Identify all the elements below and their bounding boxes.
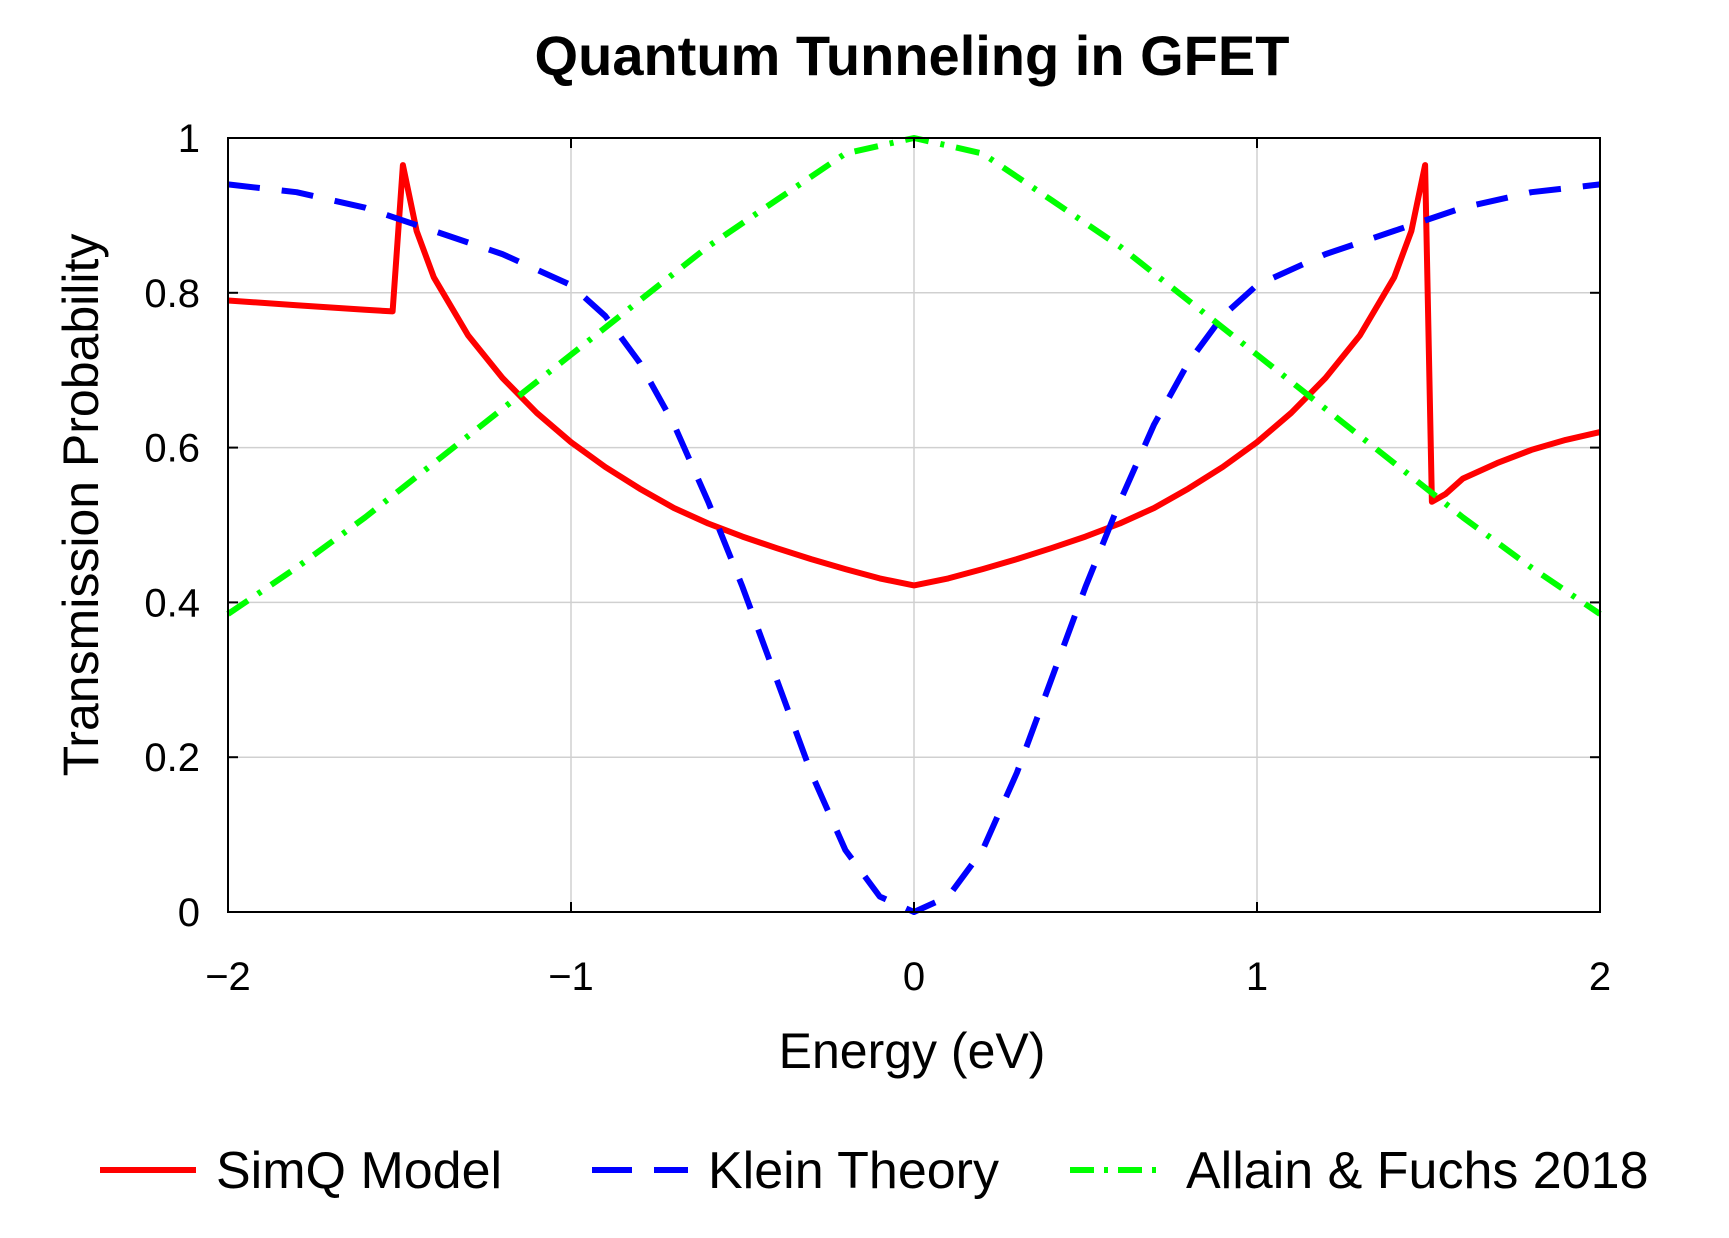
legend-label-1: Klein Theory bbox=[708, 1142, 999, 1200]
legend-label-0: SimQ Model bbox=[216, 1142, 502, 1200]
x-tick-label: 2 bbox=[1589, 955, 1611, 999]
y-tick-label: 0.8 bbox=[144, 272, 200, 316]
y-axis-label: Transmission Probability bbox=[53, 234, 109, 777]
x-tick-label: 1 bbox=[1246, 955, 1268, 999]
chart-title: Quantum Tunneling in GFET bbox=[535, 24, 1290, 87]
legend-label-2: Allain & Fuchs 2018 bbox=[1186, 1142, 1649, 1200]
x-axis-label: Energy (eV) bbox=[779, 1023, 1046, 1079]
x-tick-label: 0 bbox=[903, 955, 925, 999]
y-tick-label: 0.6 bbox=[144, 427, 200, 471]
axis-ticks: −2 −1 0 1 2 0 0.2 0.4 0.6 0.8 1 bbox=[144, 117, 1611, 999]
x-tick-label: −2 bbox=[205, 955, 251, 999]
y-tick-label: 0.2 bbox=[144, 736, 200, 780]
y-tick-label: 0.4 bbox=[144, 581, 200, 625]
series-line-0 bbox=[227, 162, 1601, 589]
y-tick-label: 1 bbox=[178, 117, 200, 161]
x-tick-label: −1 bbox=[548, 955, 594, 999]
y-tick-label: 0 bbox=[178, 891, 200, 935]
legend: SimQ Model Klein Theory Allain & Fuchs 201… bbox=[100, 1142, 1649, 1200]
